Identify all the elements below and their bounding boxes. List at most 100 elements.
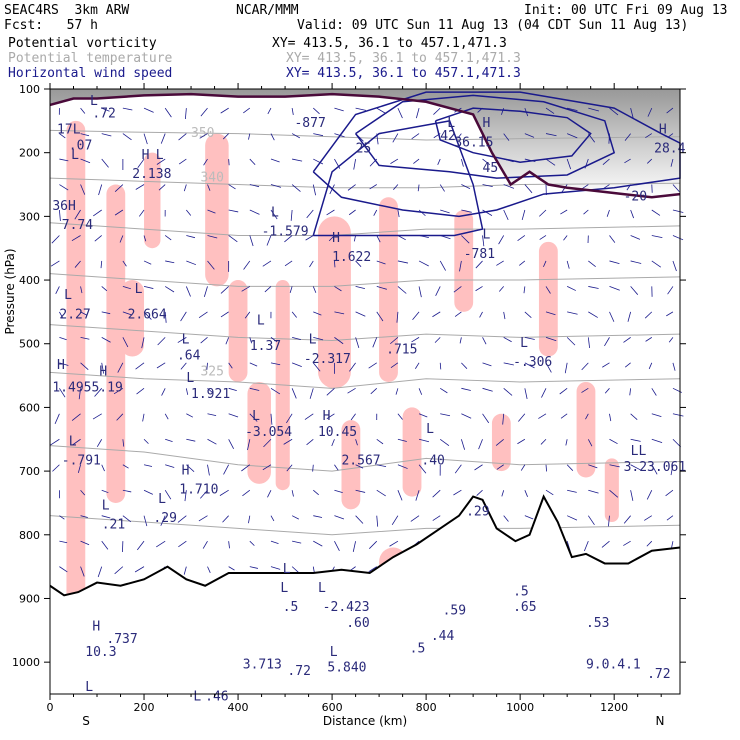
field-annotation: -20 xyxy=(624,189,647,204)
wind-vector xyxy=(601,540,610,548)
wind-vector xyxy=(373,209,378,216)
pv-patch xyxy=(604,458,619,523)
wind-vector xyxy=(459,337,462,344)
stratosphere-band xyxy=(50,89,680,198)
field-annotation: .60 xyxy=(346,616,369,631)
pv-patch xyxy=(247,381,271,484)
wind-vector xyxy=(583,541,589,552)
wind-vector xyxy=(74,209,81,220)
wind-vector xyxy=(588,489,599,494)
wind-vector xyxy=(93,209,102,217)
pv-patch xyxy=(66,120,86,631)
wind-vector xyxy=(440,387,448,394)
wind-vector xyxy=(143,311,152,320)
wind-vector xyxy=(670,464,674,476)
wind-vector xyxy=(291,515,299,520)
wind-vector xyxy=(609,286,620,291)
wind-vector xyxy=(249,362,258,367)
wind-vector xyxy=(606,209,610,217)
wind-vector xyxy=(184,108,187,120)
wind-vector xyxy=(588,464,598,469)
theta-line xyxy=(49,177,681,189)
wind-vector xyxy=(270,515,275,522)
wind-vector xyxy=(249,184,260,188)
field-annotation: L xyxy=(252,409,260,424)
wind-vector xyxy=(630,413,638,421)
field-annotation: .72 xyxy=(92,107,115,122)
wind-vector xyxy=(567,107,578,111)
wind-vector xyxy=(545,464,547,472)
wind-vector xyxy=(334,464,339,471)
wind-vector xyxy=(164,286,175,293)
pv-patch xyxy=(205,133,229,287)
wind-vector xyxy=(439,260,446,271)
wind-vector xyxy=(588,107,600,112)
wind-vector xyxy=(524,133,535,138)
wind-vector xyxy=(645,337,653,342)
wind-vector xyxy=(482,387,493,392)
wind-vector xyxy=(540,438,547,445)
wind-vector xyxy=(418,260,429,267)
field-name-theta: Potential temperature xyxy=(8,51,173,66)
wind-vector xyxy=(291,490,294,497)
wind-vector xyxy=(581,387,589,393)
wind-contour xyxy=(354,94,616,179)
wind-vector xyxy=(503,158,514,163)
wind-vector xyxy=(249,158,256,165)
wind-vector xyxy=(565,439,568,446)
field-annotation: .46 xyxy=(205,689,228,704)
wind-vector xyxy=(517,438,526,445)
field-annotation: 5.840 xyxy=(327,661,366,676)
wind-vector xyxy=(668,337,674,343)
wind-vector xyxy=(243,107,251,114)
wind-vector xyxy=(545,362,552,373)
wind-vector xyxy=(609,311,615,322)
wind-vector xyxy=(567,489,577,493)
wind-vector xyxy=(80,515,88,518)
field-annotation: .5 xyxy=(410,642,426,657)
wind-vector xyxy=(241,464,251,472)
wind-vector xyxy=(482,209,493,216)
wind-vector xyxy=(439,184,445,192)
theta-line xyxy=(49,324,681,342)
field-annotation: 2.567 xyxy=(341,454,380,469)
field-annotation: H xyxy=(332,231,340,246)
wind-vector xyxy=(519,260,526,266)
wind-vector xyxy=(587,337,590,349)
forecast-hour: Fcst: 57 h xyxy=(4,18,98,33)
field-annotation: H xyxy=(92,619,100,634)
wind-vector xyxy=(100,260,103,269)
wind-vector xyxy=(262,260,272,267)
field-annotation: H xyxy=(323,409,331,424)
wind-vector xyxy=(545,107,555,114)
field-annotation: .59 xyxy=(443,603,466,618)
wind-vector xyxy=(651,438,663,444)
wind-vector xyxy=(355,260,362,267)
wind-vector xyxy=(524,311,532,319)
wind-vector xyxy=(482,235,485,247)
right-end-label: N xyxy=(656,714,665,728)
field-annotation: L xyxy=(257,314,265,329)
wind-vector xyxy=(503,184,515,189)
wind-vector xyxy=(122,286,131,290)
pv-patch xyxy=(454,210,474,312)
wind-vector xyxy=(671,541,674,548)
wind-vector xyxy=(122,107,133,111)
wind-vector xyxy=(270,133,275,141)
wind-vector xyxy=(630,490,634,501)
wind-vector xyxy=(432,489,441,498)
wind-vector xyxy=(122,133,132,141)
wind-vector xyxy=(290,209,293,221)
wind-vector xyxy=(545,133,557,137)
wind-vector xyxy=(355,107,366,111)
wind-vector xyxy=(186,438,196,442)
wind-vector xyxy=(376,438,384,445)
wind-vector xyxy=(101,107,110,112)
wind-vector xyxy=(390,362,399,368)
wind-vector xyxy=(270,566,281,570)
terrain-layer xyxy=(49,494,681,694)
wind-vector xyxy=(186,235,196,239)
wind-vector xyxy=(334,311,345,315)
field-annotation: 1.710 xyxy=(179,482,218,497)
